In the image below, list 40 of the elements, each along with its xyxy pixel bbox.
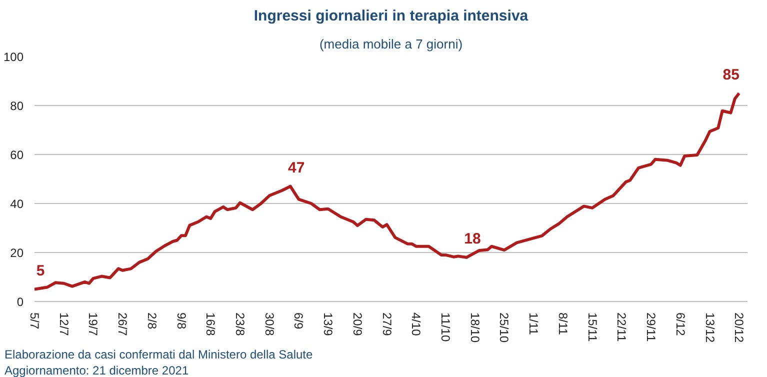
x-tick-label: 15/11 [585,312,600,342]
x-tick-label: 5/7 [28,312,42,330]
chart-subtitle: (media mobile a 7 giorni) [319,36,463,52]
x-tick-label: 13/12 [702,312,717,343]
chart-title: Ingressi giornalieri in terapia intensiva [254,8,529,24]
y-tick-label: 60 [10,148,24,162]
x-tick-label: 20/9 [350,312,364,336]
text: Elaborazione da casi confermati dal Ministero della Salute [4,348,313,362]
x-tick-label: 1/11 [526,312,541,336]
line-series [34,92,741,291]
y-tick-label: 80 [10,99,24,113]
y-tick-label: 40 [10,197,24,211]
x-tick-label: 22/11 [614,312,629,342]
x-tick-label: 4/10 [409,312,424,336]
x-tick-label: 30/8 [262,312,276,336]
x-tick-label: 12/7 [56,312,71,336]
annotation: 18 [464,230,481,248]
x-tick-label: 9/8 [174,312,188,330]
x-tick-label: 16/8 [204,312,218,336]
x-tick-label: 20/12 [732,312,746,343]
x-tick-label: 25/10 [497,312,512,343]
x-tick-label: 11/10 [438,312,453,342]
x-tick-label: 13/9 [321,312,336,336]
text: Aggiornamento: 21 dicembre 2021 [4,364,189,377]
x-tick-label: 29/11 [644,312,658,342]
x-tick-label: 23/8 [233,312,248,336]
x-tick-label: 19/7 [86,312,100,336]
annotation: 85 [722,66,740,84]
x-tick-label: 8/11 [556,312,570,336]
y-tick-label: 0 [16,295,24,309]
x-tick-label: 27/9 [380,312,394,336]
x-tick-label: 18/10 [468,312,482,343]
x-tick-label: 6/9 [292,312,306,330]
x-tick-label: 26/7 [116,312,130,336]
annotation: 5 [36,262,45,280]
x-tick-label: 2/8 [144,312,159,330]
y-tick-label: 20 [10,246,24,260]
annotation: 47 [288,159,305,176]
x-tick-label: 6/12 [673,312,688,336]
y-tick-label: 100 [3,50,24,64]
